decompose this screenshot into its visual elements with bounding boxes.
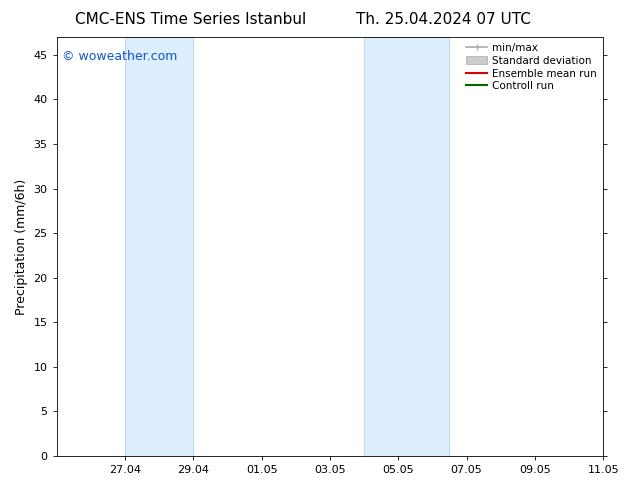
Legend: min/max, Standard deviation, Ensemble mean run, Controll run: min/max, Standard deviation, Ensemble me… (463, 40, 600, 94)
Text: CMC-ENS Time Series Istanbul: CMC-ENS Time Series Istanbul (75, 12, 306, 27)
Text: Th. 25.04.2024 07 UTC: Th. 25.04.2024 07 UTC (356, 12, 531, 27)
Bar (364, 37, 450, 456)
Bar (125, 37, 193, 456)
Text: © woweather.com: © woweather.com (62, 49, 178, 63)
Y-axis label: Precipitation (mm/6h): Precipitation (mm/6h) (15, 178, 28, 315)
